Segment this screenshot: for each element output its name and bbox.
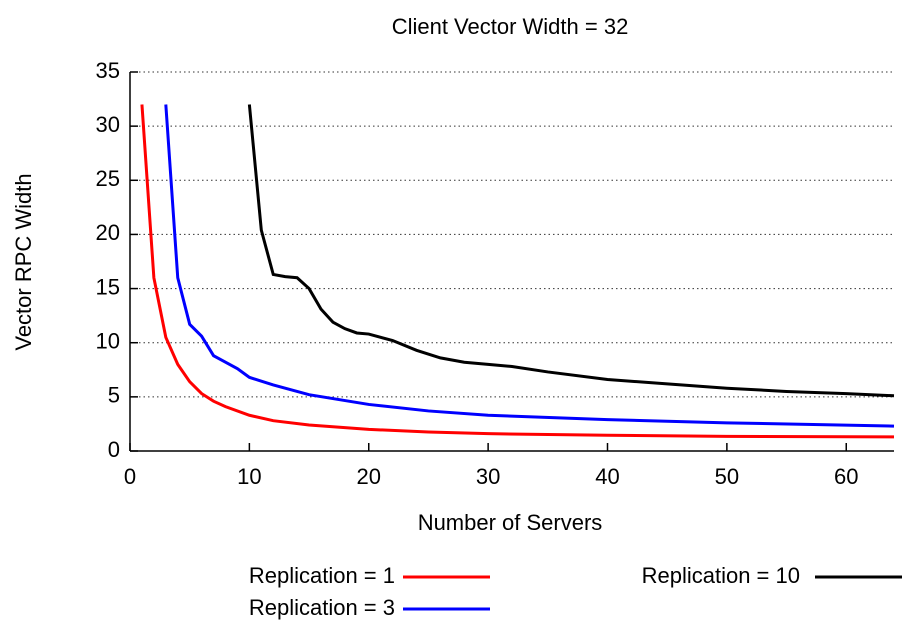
y-tick-label: 10	[96, 329, 120, 354]
x-axis-label: Number of Servers	[418, 510, 603, 535]
chart-title: Client Vector Width = 32	[392, 14, 629, 39]
y-tick-label: 20	[96, 220, 120, 245]
x-tick-label: 60	[834, 464, 858, 489]
x-tick-label: 10	[237, 464, 261, 489]
x-tick-label: 40	[595, 464, 619, 489]
y-axis-label: Vector RPC Width	[11, 173, 36, 350]
x-tick-label: 20	[357, 464, 381, 489]
series-line	[140, 104, 895, 439]
x-tick-label: 50	[715, 464, 739, 489]
legend-label: Replication = 1	[249, 563, 395, 588]
y-tick-label: 25	[96, 166, 120, 191]
y-tick-label: 5	[108, 383, 120, 408]
series-line	[247, 104, 895, 398]
x-tick-label: 30	[476, 464, 500, 489]
legend-label: Replication = 3	[249, 595, 395, 620]
series-line	[164, 104, 895, 428]
y-tick-label: 30	[96, 112, 120, 137]
y-tick-label: 35	[96, 58, 120, 83]
legend-label: Replication = 10	[642, 563, 800, 588]
y-tick-label: 0	[108, 437, 120, 462]
y-tick-label: 15	[96, 274, 120, 299]
x-tick-label: 0	[124, 464, 136, 489]
